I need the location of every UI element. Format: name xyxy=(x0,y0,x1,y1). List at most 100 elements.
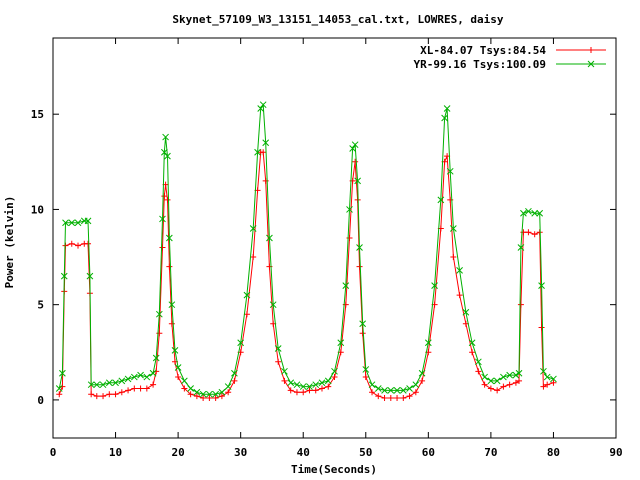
data-point xyxy=(275,358,282,365)
data-point xyxy=(218,388,226,396)
data-point xyxy=(137,371,144,379)
data-point xyxy=(159,244,166,251)
data-point xyxy=(443,105,451,112)
data-point xyxy=(281,367,288,375)
data-point xyxy=(324,377,332,385)
data-point xyxy=(168,320,175,327)
data-point xyxy=(500,373,507,381)
data-point xyxy=(75,242,82,249)
data-point xyxy=(187,385,194,392)
legend-label: XL-84.07 Tsys:84.54 xyxy=(420,44,546,57)
data-point xyxy=(446,167,454,175)
data-point xyxy=(287,387,294,394)
data-point xyxy=(374,385,382,392)
data-point xyxy=(437,196,445,204)
data-point xyxy=(312,381,320,389)
data-point xyxy=(130,373,138,381)
x-tick-label: 70 xyxy=(484,446,497,459)
data-point xyxy=(224,383,232,390)
data-point xyxy=(231,369,238,377)
data-point xyxy=(125,387,132,394)
data-point xyxy=(162,133,169,141)
data-point xyxy=(512,379,519,386)
x-tick-label: 80 xyxy=(547,446,560,459)
data-point xyxy=(462,308,470,316)
plot-frame xyxy=(52,37,617,439)
data-point xyxy=(368,381,376,389)
x-tick-label: 30 xyxy=(234,446,247,459)
data-point xyxy=(352,158,359,165)
data-point xyxy=(516,377,523,384)
x-axis-label: Time(Seconds) xyxy=(291,463,377,476)
data-point xyxy=(456,267,463,274)
data-point xyxy=(538,282,545,289)
data-point xyxy=(418,369,426,377)
data-point xyxy=(469,349,476,356)
data-point xyxy=(506,371,514,379)
data-point xyxy=(174,364,182,371)
data-point xyxy=(199,390,207,398)
x-tick-label: 0 xyxy=(50,446,57,459)
y-axis-label: Power (kelvin) xyxy=(3,196,16,289)
data-point xyxy=(337,339,345,347)
data-point xyxy=(515,369,523,377)
data-point xyxy=(262,139,270,147)
data-point xyxy=(206,395,213,401)
chart-title: Skynet_57109_W3_13151_14053_cal.txt, LOW… xyxy=(172,13,504,26)
data-point xyxy=(342,282,350,289)
data-point xyxy=(536,209,544,217)
data-point xyxy=(93,393,100,400)
data-point xyxy=(550,379,557,386)
data-point xyxy=(318,385,325,392)
data-point xyxy=(450,225,457,232)
y-tick-label: 5 xyxy=(37,299,44,312)
data-point xyxy=(100,393,107,400)
data-point xyxy=(540,383,547,390)
data-point xyxy=(262,177,269,184)
data-point xyxy=(450,254,457,261)
data-point xyxy=(143,373,151,381)
data-point xyxy=(406,385,413,392)
data-point xyxy=(59,383,66,390)
data-point xyxy=(369,389,376,396)
data-point xyxy=(55,385,63,392)
data-point xyxy=(156,330,163,337)
data-point xyxy=(381,395,388,401)
data-point xyxy=(512,371,520,379)
data-point xyxy=(231,377,238,384)
data-point xyxy=(431,282,438,289)
data-point xyxy=(544,381,551,388)
data-point xyxy=(394,395,401,401)
legend-label: YR-99.16 Tsys:100.09 xyxy=(414,58,546,71)
data-point xyxy=(86,272,94,280)
data-point xyxy=(520,229,527,236)
data-point xyxy=(93,381,101,389)
data-point xyxy=(200,395,207,401)
data-point xyxy=(325,383,332,390)
data-point xyxy=(441,114,448,122)
data-point xyxy=(187,391,194,398)
data-point xyxy=(105,379,113,387)
data-point xyxy=(124,375,132,383)
data-point xyxy=(269,301,277,309)
data-point xyxy=(356,244,363,251)
data-point xyxy=(155,310,163,318)
data-point xyxy=(281,377,288,384)
data-point xyxy=(540,367,547,375)
data-point xyxy=(249,225,257,232)
data-point xyxy=(131,385,138,392)
data-point xyxy=(257,105,265,112)
data-point xyxy=(412,389,419,396)
data-point xyxy=(406,393,413,400)
data-point xyxy=(362,374,369,381)
data-point xyxy=(287,379,295,387)
data-point xyxy=(193,388,201,396)
data-point xyxy=(331,374,338,381)
data-point xyxy=(68,240,75,247)
series-line xyxy=(58,103,554,395)
data-point xyxy=(506,381,513,388)
data-point xyxy=(87,381,95,389)
data-point xyxy=(164,196,171,203)
data-point xyxy=(161,193,168,200)
data-point xyxy=(520,209,527,217)
